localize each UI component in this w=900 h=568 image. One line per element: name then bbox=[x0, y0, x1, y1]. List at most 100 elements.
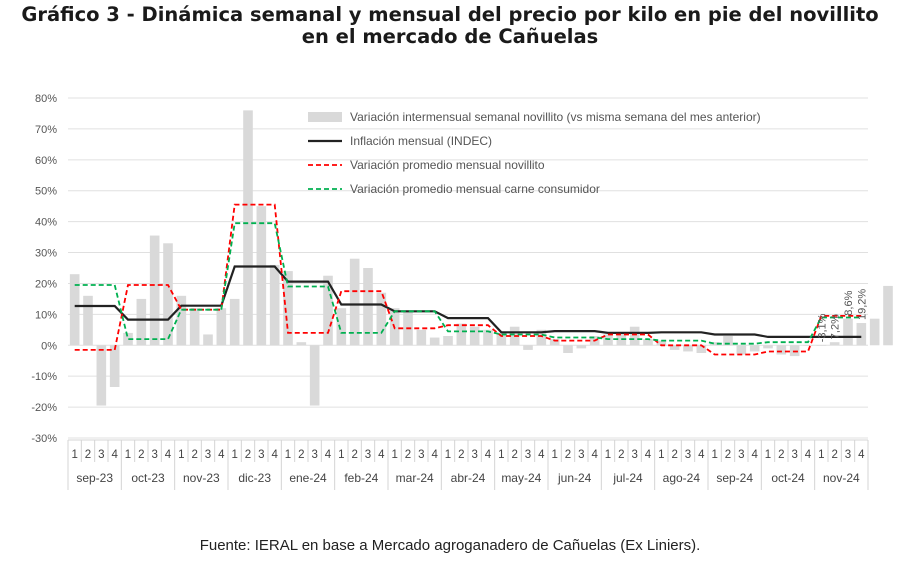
week-label: 2 bbox=[831, 449, 837, 461]
week-label: 1 bbox=[605, 449, 611, 461]
data-label: 19,2% bbox=[856, 289, 868, 320]
bar bbox=[563, 345, 573, 353]
y-tick-label: 30% bbox=[35, 248, 57, 260]
week-label: 3 bbox=[151, 449, 157, 461]
bar bbox=[283, 271, 293, 346]
week-label: 4 bbox=[485, 449, 492, 461]
bar bbox=[203, 334, 213, 346]
week-label: 4 bbox=[111, 449, 118, 461]
bar bbox=[829, 342, 840, 346]
bar bbox=[189, 308, 200, 346]
bar bbox=[536, 329, 547, 346]
y-tick-label: -30% bbox=[31, 433, 57, 445]
legend: Variación intermensual semanal novillito… bbox=[308, 110, 761, 196]
gridlines bbox=[68, 97, 868, 439]
week-label: 2 bbox=[245, 449, 251, 461]
bar bbox=[69, 274, 80, 346]
legend-label-bars: Variación intermensual semanal novillito… bbox=[350, 110, 761, 124]
week-label: 3 bbox=[98, 449, 104, 461]
bar-series bbox=[69, 110, 893, 406]
legend-label-inflation: Inflación mensual (INDEC) bbox=[350, 134, 492, 148]
bar bbox=[256, 206, 267, 346]
bar bbox=[269, 264, 280, 346]
bar bbox=[483, 329, 493, 346]
month-label: may-24 bbox=[501, 471, 541, 485]
bar bbox=[456, 323, 467, 346]
y-tick-label: 70% bbox=[35, 124, 57, 136]
week-label: 3 bbox=[311, 449, 317, 461]
bar bbox=[363, 268, 373, 346]
week-label: 2 bbox=[138, 449, 144, 461]
month-label: nov-24 bbox=[823, 471, 860, 485]
week-label: 2 bbox=[618, 449, 624, 461]
bar bbox=[123, 332, 133, 346]
bar bbox=[163, 243, 173, 346]
week-label: 4 bbox=[431, 449, 438, 461]
legend-label-carne: Variación promedio mensual carne consumi… bbox=[350, 182, 600, 196]
week-label: 1 bbox=[231, 449, 237, 461]
source-note: Fuente: IERAL en base a Mercado agrogana… bbox=[199, 537, 701, 554]
y-tick-label: -20% bbox=[31, 402, 57, 414]
week-label: 4 bbox=[538, 449, 545, 461]
week-label: 1 bbox=[71, 449, 77, 461]
bar bbox=[549, 339, 560, 346]
y-tick-label: 50% bbox=[35, 186, 57, 198]
bar bbox=[856, 323, 867, 346]
week-label: 3 bbox=[205, 449, 211, 461]
chart-title-line-1: Gráfico 3 - Dinámica semanal y mensual d… bbox=[21, 3, 879, 26]
week-label: 3 bbox=[418, 449, 424, 461]
y-tick-label: 40% bbox=[35, 217, 57, 229]
week-label: 3 bbox=[845, 449, 851, 461]
bar bbox=[176, 295, 187, 346]
week-label: 3 bbox=[365, 449, 371, 461]
month-label: jul-24 bbox=[612, 471, 643, 485]
week-label: 2 bbox=[725, 449, 731, 461]
chart-title: Gráfico 3 - Dinámica semanal y mensual d… bbox=[0, 4, 900, 48]
bar bbox=[416, 329, 427, 346]
week-label: 4 bbox=[645, 449, 652, 461]
week-label: 3 bbox=[791, 449, 797, 461]
bar bbox=[696, 345, 707, 353]
month-label: oct-23 bbox=[131, 471, 165, 485]
y-tick-label: 20% bbox=[35, 278, 57, 290]
week-label: 1 bbox=[711, 449, 717, 461]
bar bbox=[816, 345, 827, 346]
week-label: 4 bbox=[805, 449, 812, 461]
bar bbox=[629, 326, 640, 346]
bar bbox=[843, 318, 853, 346]
week-label: 3 bbox=[578, 449, 584, 461]
bar bbox=[469, 326, 480, 346]
month-label: ago-24 bbox=[663, 471, 701, 485]
bar bbox=[736, 345, 747, 355]
bar bbox=[709, 342, 720, 346]
week-label: 3 bbox=[631, 449, 637, 461]
bar bbox=[749, 345, 760, 352]
bar bbox=[763, 345, 773, 349]
week-label: 2 bbox=[565, 449, 571, 461]
bar bbox=[443, 336, 453, 346]
bar bbox=[496, 332, 507, 346]
week-label: 2 bbox=[671, 449, 677, 461]
bar bbox=[669, 345, 680, 350]
novillito-line bbox=[74, 203, 862, 356]
week-label: 2 bbox=[778, 449, 784, 461]
week-label: 1 bbox=[178, 449, 184, 461]
week-label: 1 bbox=[338, 449, 344, 461]
week-label: 1 bbox=[551, 449, 557, 461]
week-label: 4 bbox=[271, 449, 278, 461]
data-label: -3,1% bbox=[816, 313, 828, 342]
month-label: ene-24 bbox=[289, 471, 327, 485]
bar bbox=[429, 337, 440, 346]
week-label: 4 bbox=[591, 449, 598, 461]
inflation-line bbox=[74, 265, 862, 338]
bar bbox=[683, 345, 693, 352]
week-label: 1 bbox=[391, 449, 397, 461]
bar bbox=[109, 345, 120, 387]
week-label: 4 bbox=[218, 449, 225, 461]
bar bbox=[309, 345, 320, 406]
bar bbox=[323, 275, 333, 346]
week-label: 4 bbox=[751, 449, 758, 461]
week-label: 3 bbox=[738, 449, 744, 461]
bar bbox=[216, 308, 227, 346]
bar bbox=[229, 298, 240, 346]
